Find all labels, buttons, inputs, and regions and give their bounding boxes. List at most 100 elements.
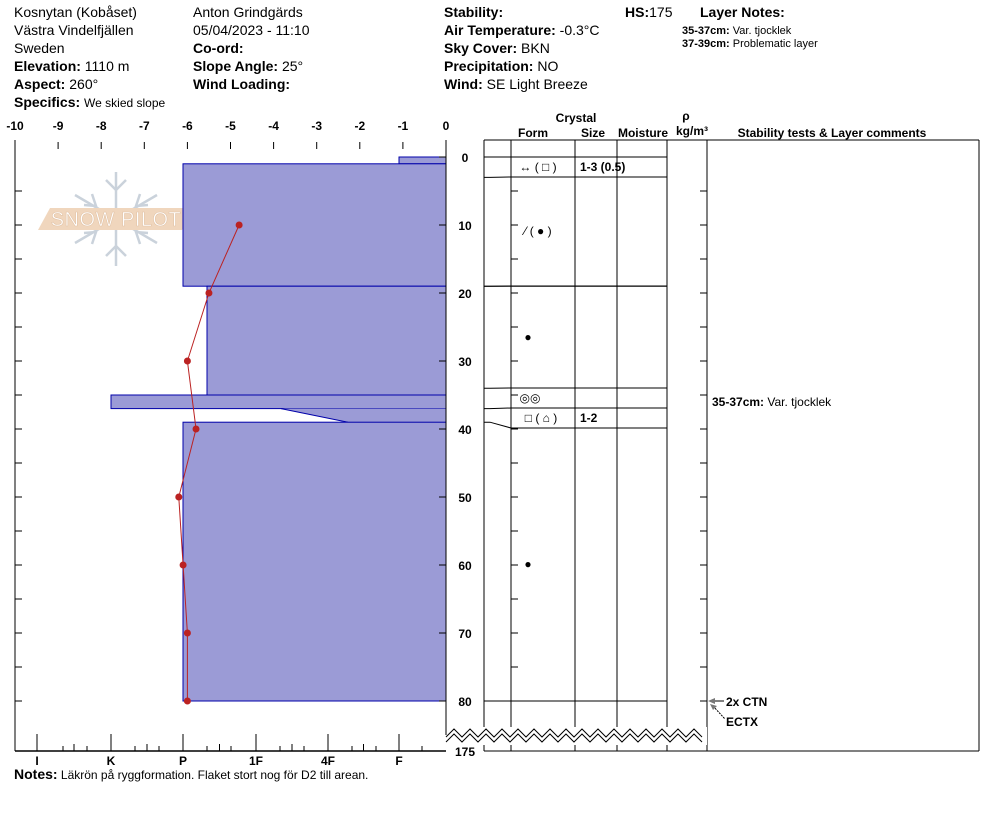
table-headers: Crystal Form Size Moisture ρ kg/m³ Stabi…: [518, 109, 927, 140]
temp-tick-label: -7: [139, 119, 150, 133]
arrow-icon: [710, 704, 717, 710]
datetime: 05/04/2023 - 11:10: [193, 22, 310, 38]
notes: Notes: Läkrön på ryggformation. Flaket s…: [14, 766, 368, 782]
layer-note-text: Var. tjocklek: [733, 25, 792, 37]
temp-tick-label: -4: [268, 119, 279, 133]
aspect: 260°: [69, 76, 98, 92]
hardness-layer-edge: [280, 408, 349, 423]
country: Sweden: [14, 40, 65, 56]
hardness-tick-label: 1F: [249, 754, 263, 768]
header-crystal: Crystal: [556, 111, 597, 125]
elevation: 1110 m: [85, 58, 130, 74]
header-density-unit: kg/m³: [676, 124, 708, 138]
layer-connector: [484, 421, 512, 429]
specifics-label: Specifics:: [14, 94, 80, 110]
specifics: We skied slope: [84, 96, 165, 110]
hardness-layer: [110, 394, 447, 410]
hardness-tick-label: P: [179, 754, 187, 768]
sky-label: Sky Cover:: [444, 40, 517, 56]
hardness-tick-label: 4F: [321, 754, 335, 768]
wind: SE Light Breeze: [487, 76, 588, 92]
temperature-point: [183, 629, 191, 637]
axis-break-zigzag: [445, 728, 703, 738]
notes-label: Notes:: [14, 766, 58, 782]
elevation-label: Elevation:: [14, 58, 81, 74]
wind-loading-label: Wind Loading:: [193, 76, 290, 92]
temperature-point: [175, 493, 183, 501]
snow-pilot-logo: SNOW PILOT: [38, 172, 195, 266]
slope: 25°: [282, 58, 303, 74]
layer-comment: 35-37cm: Var. tjocklek: [712, 395, 832, 409]
hardness-layer: [182, 421, 447, 702]
comment-text: Var. tjocklek: [767, 395, 832, 409]
temperature-point: [192, 425, 200, 433]
temperature-point: [205, 289, 213, 297]
temperature-point: [235, 221, 243, 229]
stability-test: ECTX: [726, 715, 758, 729]
temperature-line: [178, 224, 240, 701]
depth-tick-label: 70: [458, 627, 472, 641]
hs-label: HS:: [625, 4, 649, 20]
grain-form-symbol: ●: [524, 330, 531, 344]
svg-text:Precipitation: NO: Precipitation: NO: [444, 58, 558, 74]
hardness-layer: [206, 285, 447, 396]
temperature-point: [183, 357, 191, 365]
observer: Anton Grindgärds: [193, 4, 303, 20]
svg-text:Slope Angle: 25°: Slope Angle: 25°: [193, 58, 303, 74]
layer-note-text: Problematic layer: [733, 38, 818, 50]
grain-form-symbol: ⁄ ( ● ): [521, 224, 551, 238]
header-comments: Stability tests & Layer comments: [738, 126, 927, 140]
svg-text:Wind: SE Light Breeze: Wind: SE Light Breeze: [444, 76, 588, 92]
wind-label: Wind:: [444, 76, 483, 92]
temp-tick-label: -8: [96, 119, 107, 133]
depth-tick-label: 10: [458, 219, 472, 233]
grain-form-symbol: □ ( ⌂ ): [525, 411, 558, 425]
grain-form-symbol: ↔ ( □ ): [519, 160, 556, 174]
slope-label: Slope Angle:: [193, 58, 278, 74]
depth-tick-label: 20: [458, 287, 472, 301]
header-size: Size: [581, 126, 605, 140]
temperature-point: [179, 561, 187, 569]
plot-area: -10 -9 -8 -7 -6 -5 -4 -3 -2 -1 0I K P 1F 4F F0102030405…: [6, 119, 980, 768]
depth-bottom-label: 175: [455, 745, 475, 759]
header-rho: ρ: [682, 109, 689, 123]
air-temp-label: Air Temperature:: [444, 22, 556, 38]
layer-notes-label: Layer Notes:: [700, 4, 785, 20]
temp-tick-label: -1: [398, 119, 409, 133]
hs: 175: [649, 4, 673, 20]
precip: NO: [537, 58, 558, 74]
depth-tick-label: 50: [458, 491, 472, 505]
hardness-layer: [281, 408, 446, 423]
hardness-tick-label: I: [35, 754, 38, 768]
hardness-tick-label: F: [395, 754, 402, 768]
depth-tick-label: 0: [462, 151, 469, 165]
grain-form-symbol: ◎◎: [520, 391, 541, 405]
header: Kosnytan (Kobåset) Västra Vindelfjällen …: [14, 4, 818, 110]
svg-text:Elevation: 1110 m: Elevation: 1110 m: [14, 58, 129, 74]
logo-banner: [38, 208, 195, 230]
range: Västra Vindelfjällen: [14, 22, 134, 38]
temp-tick-label: -6: [182, 119, 193, 133]
air-temp: -0.3°C: [560, 22, 600, 38]
depth-tick-label: 30: [458, 355, 472, 369]
header-moisture: Moisture: [618, 126, 668, 140]
svg-text:Air Temperature: -0.3°C: Air Temperature: -0.3°C: [444, 22, 600, 38]
axis-break-zigzag: [445, 733, 703, 743]
aspect-label: Aspect:: [14, 76, 65, 92]
sky: BKN: [521, 40, 550, 56]
layer-connector: [484, 407, 512, 410]
temp-tick-label: -9: [53, 119, 64, 133]
hardness-tick-label: K: [107, 754, 116, 768]
svg-text:Aspect: 260°: Aspect: 260°: [14, 76, 98, 92]
grain-size: 1-3 (0.5): [580, 160, 625, 174]
grain-form-symbol: ●: [524, 557, 531, 571]
svg-text:35-37cm: Var. tjocklek: 35-37cm: Var. tjocklek: [682, 25, 792, 37]
hardness-layer: [182, 163, 447, 287]
coord-label: Co-ord:: [193, 40, 244, 56]
svg-text:Specifics: We skied slope: Specifics: We skied slope: [14, 94, 166, 110]
svg-text:Sky Cover: BKN: Sky Cover: BKN: [444, 40, 550, 56]
layer-note-range: 37-39cm:: [682, 38, 730, 50]
hardness-layer: [398, 156, 447, 165]
temp-tick-label: -2: [354, 119, 365, 133]
